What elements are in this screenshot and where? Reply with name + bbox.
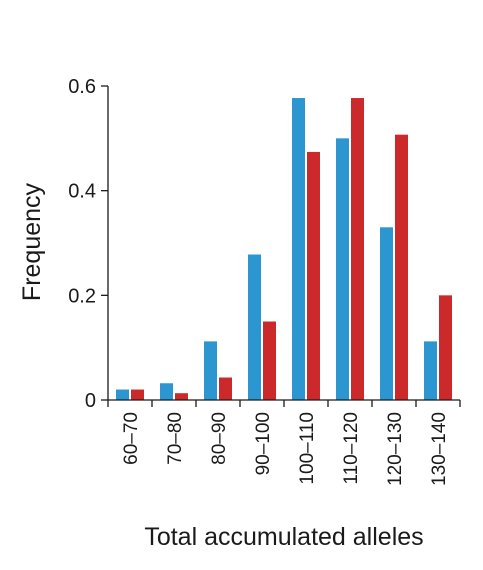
y-axis-title: Frequency (18, 182, 46, 301)
bars-layer (116, 98, 452, 401)
bar-series2-1 (131, 389, 144, 400)
bar-series2-2 (175, 393, 188, 400)
labels-layer: 0 0.2 0.4 0.6 60–70 70–80 80–90 90–100 100–110 11… (68, 76, 450, 486)
bar-series1-6 (336, 138, 349, 401)
bar-series1-5 (292, 98, 305, 400)
x-axis-title: Total accumulated alleles (144, 523, 423, 551)
axes-layer (101, 85, 461, 407)
y-tick-label-1: 0 (85, 390, 96, 412)
y-tick-label-4: 0.6 (68, 76, 96, 98)
bar-series1-7 (380, 227, 393, 400)
bar-series1-4 (248, 254, 261, 400)
x-tick-label-5: 100–110 (297, 412, 318, 485)
bar-series2-4 (263, 321, 276, 400)
bar-series2-6 (351, 98, 364, 400)
bar-series1-8 (424, 341, 437, 400)
bar-series1-3 (204, 341, 217, 400)
x-tick-label-3: 80–90 (209, 412, 230, 465)
x-tick-label-8: 130–140 (429, 412, 450, 486)
x-tick-label-1: 60–70 (121, 412, 142, 465)
y-tick-label-2: 0.2 (68, 285, 96, 307)
x-tick-label-7: 120–130 (385, 412, 406, 486)
x-tick-label-4: 90–100 (253, 412, 274, 475)
bar-series2-7 (395, 134, 408, 401)
bar-series1-1 (116, 389, 129, 400)
bar-series1-2 (160, 383, 173, 400)
bar-series2-3 (219, 377, 232, 400)
x-tick-label-2: 70–80 (165, 412, 186, 465)
y-tick-label-3: 0.4 (68, 181, 96, 203)
bar-series2-5 (307, 151, 320, 400)
bar-series2-8 (439, 295, 452, 400)
x-tick-label-6: 110–120 (341, 412, 362, 485)
